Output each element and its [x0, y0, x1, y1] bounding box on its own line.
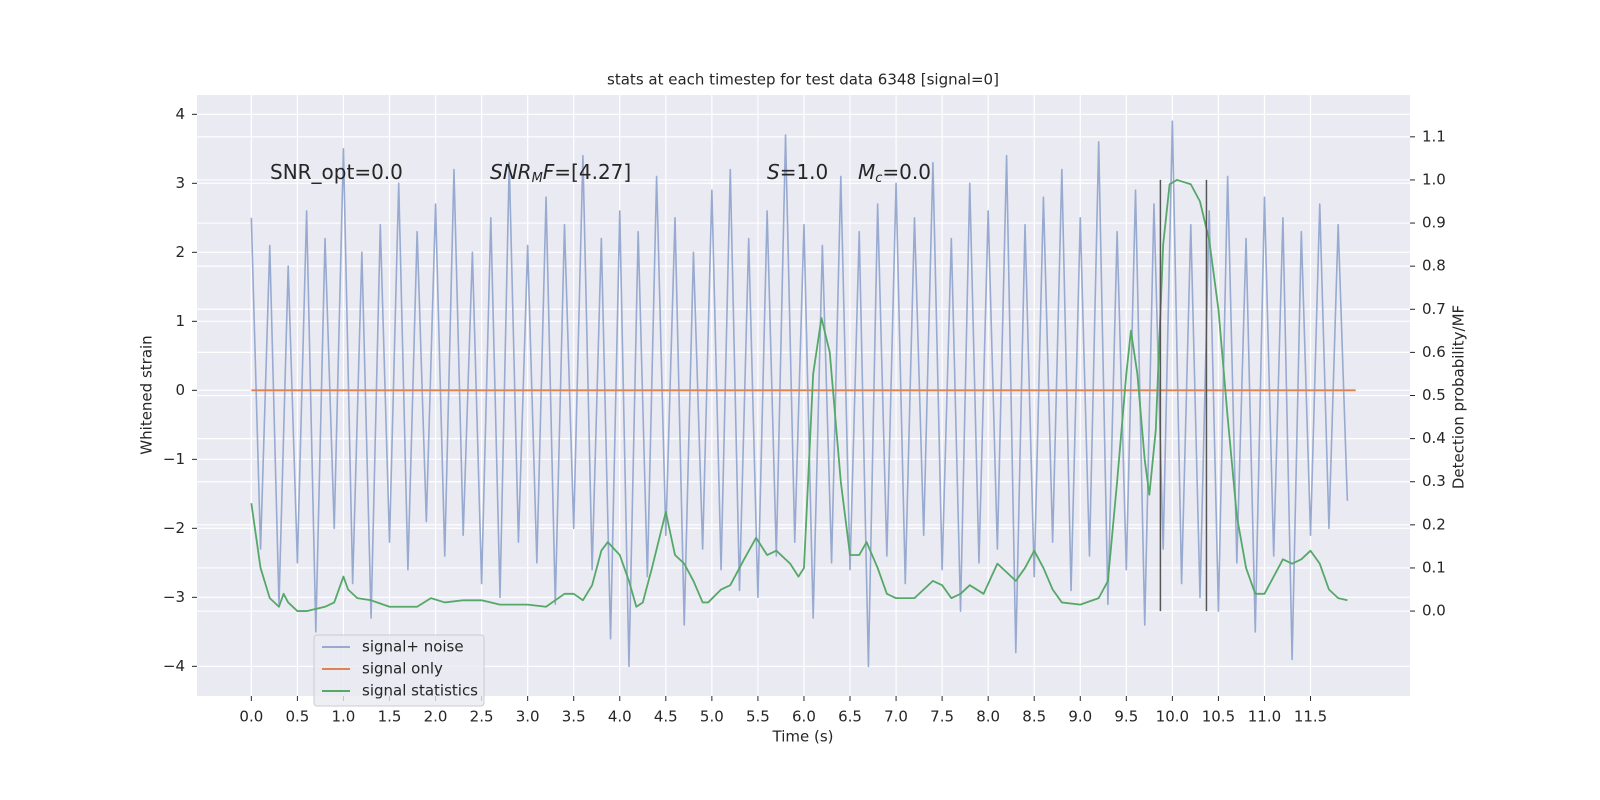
x-tick-label: 6.0	[792, 708, 816, 726]
y2-tick-label: 1.0	[1422, 170, 1446, 188]
series-line	[250, 179, 1348, 612]
legend-label: signal statistics	[362, 682, 478, 700]
legend-label: signal+ noise	[362, 638, 464, 656]
y2-tick-label: 0.9	[1422, 214, 1446, 232]
x-tick-label: 0.0	[239, 708, 263, 726]
legend-box	[313, 634, 485, 707]
annotation-part: F	[543, 160, 555, 184]
marks	[250, 120, 1356, 668]
x-tick-label: 10.0	[1156, 708, 1189, 726]
y-tick-label: 2	[175, 243, 185, 261]
y-tick-label: −1	[163, 450, 185, 468]
y-axis-label: Whitened strain	[138, 335, 156, 454]
x-tick-label: 3.5	[562, 708, 586, 726]
y2-tick-label: 0.3	[1422, 472, 1446, 490]
annotation-part: M	[532, 171, 543, 186]
annotation-part: M	[858, 160, 875, 184]
y2-tick-label: 0.0	[1422, 602, 1446, 620]
y-tick-label: −3	[163, 588, 185, 606]
annotation-part: =[4.27]	[554, 160, 631, 184]
x-tick-label: 0.5	[285, 708, 309, 726]
annotation-part: SNR_opt=0.0	[270, 160, 403, 184]
y2-tick-label: 0.2	[1422, 515, 1446, 533]
annotation: SNR_opt=0.0	[270, 160, 403, 184]
y2-tick-label: 0.1	[1422, 558, 1446, 576]
x-tick-label: 6.5	[838, 708, 862, 726]
annotation-part: SNR	[490, 160, 532, 184]
x-tick-label: 4.5	[654, 708, 678, 726]
annotation-part: S	[767, 160, 780, 184]
y-tick-label: 4	[175, 105, 185, 123]
y-tick-label: −2	[163, 519, 185, 537]
y-tick-label: 3	[175, 174, 185, 192]
x-tick-label: 5.5	[746, 708, 770, 726]
x-tick-label: 3.0	[516, 708, 540, 726]
x-tick-label: 9.5	[1114, 708, 1138, 726]
y-tick-label: 1	[175, 312, 185, 330]
x-tick-label: 11.0	[1248, 708, 1281, 726]
y-tick-label: −4	[163, 657, 185, 675]
y2-tick-label: 0.4	[1422, 429, 1446, 447]
x-tick-label: 1.5	[378, 708, 402, 726]
y2-tick-label: 0.8	[1422, 257, 1446, 275]
series-line	[250, 120, 1349, 668]
legend-label: signal only	[362, 660, 443, 678]
x-tick-label: 4.0	[608, 708, 632, 726]
y2-tick-label: 0.5	[1422, 386, 1446, 404]
y2-tick-label: 0.7	[1422, 300, 1446, 318]
annotation-part: c	[875, 171, 882, 186]
y2-tick-label: 1.1	[1422, 127, 1446, 145]
x-axis-label: Time (s)	[772, 728, 834, 746]
annotation: Mc=0.0	[858, 160, 931, 186]
x-tick-label: 1.0	[332, 708, 356, 726]
annotation: S=1.0	[767, 160, 828, 184]
x-tick-label: 9.0	[1068, 708, 1092, 726]
x-tick-label: 2.5	[470, 708, 494, 726]
y-tick-label: 0	[175, 381, 185, 399]
annotation: SNRMF=[4.27]	[490, 160, 631, 186]
x-tick-label: 5.0	[700, 708, 724, 726]
chart-title: stats at each timestep for test data 634…	[607, 71, 999, 89]
x-tick-label: 7.0	[884, 708, 908, 726]
x-tick-label: 10.5	[1202, 708, 1235, 726]
x-tick-label: 2.0	[424, 708, 448, 726]
x-tick-label: 8.0	[976, 708, 1000, 726]
x-tick-label: 11.5	[1294, 708, 1327, 726]
annotation-part: =0.0	[882, 160, 931, 184]
x-tick-label: 8.5	[1022, 708, 1046, 726]
y2-tick-label: 0.6	[1422, 343, 1446, 361]
x-tick-label: 7.5	[930, 708, 954, 726]
y2-axis-label: Detection probability/MF	[1450, 305, 1468, 489]
annotation-part: =1.0	[780, 160, 829, 184]
